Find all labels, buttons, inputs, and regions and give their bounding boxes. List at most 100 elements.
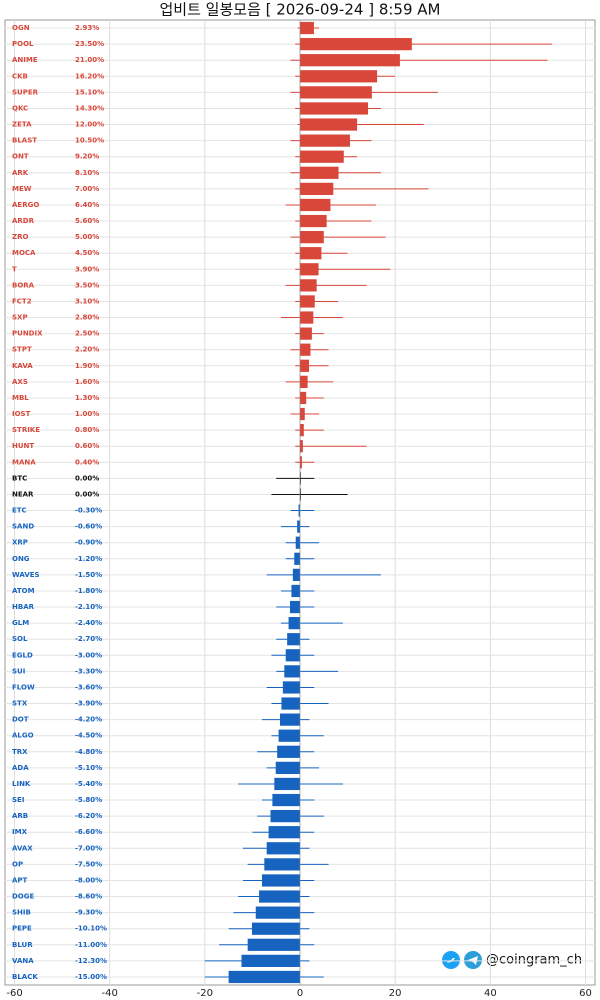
bar [287, 633, 300, 646]
change-label: 2.50% [75, 330, 99, 338]
bar [300, 375, 308, 388]
bar [264, 858, 300, 871]
ticker-name: STRIKE [12, 426, 40, 434]
ticker-name: SOL [12, 635, 28, 643]
bar [300, 440, 303, 453]
bar [241, 954, 300, 967]
ticker-name: ALGO [12, 732, 34, 740]
ticker-name: ANIME [12, 56, 38, 64]
bar [280, 713, 300, 726]
ticker-name: NEAR [12, 490, 34, 498]
ticker-name: AXS [12, 378, 28, 386]
change-label: 10.50% [75, 137, 104, 145]
change-label: 1.00% [75, 410, 99, 418]
ticker-name: ZRO [12, 233, 28, 241]
change-label: 21.00% [75, 56, 104, 64]
ticker-name: ETC [12, 507, 27, 515]
change-label: 9.20% [75, 153, 99, 161]
ticker-name: OGN [12, 24, 30, 32]
ticker-name: ADA [12, 764, 29, 772]
bar [300, 343, 311, 356]
twitter-icon [442, 951, 460, 969]
bar [300, 424, 304, 437]
change-label: 23.50% [75, 40, 104, 48]
ticker-name: ATOM [12, 587, 35, 595]
change-label: -3.90% [75, 700, 102, 708]
bar [268, 826, 300, 839]
ticker-name: ONG [12, 555, 30, 563]
x-tick-label: 0 [297, 988, 303, 999]
x-tick-label: 40 [484, 988, 497, 999]
change-label: -3.60% [75, 683, 102, 691]
bar [300, 247, 322, 260]
bar [300, 359, 310, 372]
watermark-text: @coingram_ch [486, 953, 582, 968]
change-label: -0.60% [75, 523, 102, 531]
change-label: -7.00% [75, 844, 102, 852]
ticker-name: IOST [12, 410, 31, 418]
bar [300, 182, 334, 195]
ticker-name: FLOW [12, 683, 35, 691]
change-label: 3.10% [75, 297, 99, 305]
change-label: -4.20% [75, 716, 102, 724]
bar [292, 568, 300, 581]
bar [300, 263, 319, 276]
ticker-name: PUNDIX [12, 330, 43, 338]
ticker-name: BLAST [12, 137, 37, 145]
change-label: 12.00% [75, 121, 104, 129]
ticker-name: SAND [12, 523, 34, 531]
ticker-name: KAVA [12, 362, 33, 370]
bar [300, 295, 315, 308]
bar [282, 681, 300, 694]
ticker-name: BLUR [12, 941, 33, 949]
change-label: -1.20% [75, 555, 102, 563]
ticker-name: FCT2 [12, 297, 32, 305]
ticker-name: XRP [12, 539, 28, 547]
bar [300, 70, 378, 83]
change-label: -4.80% [75, 748, 102, 756]
ticker-name: SUPER [12, 88, 39, 96]
bar [300, 231, 324, 244]
change-label: 1.30% [75, 394, 99, 402]
ticker-name: SUI [12, 667, 25, 675]
bar [247, 938, 300, 951]
change-label: -11.00% [75, 941, 107, 949]
change-label: 2.20% [75, 346, 99, 354]
bar [300, 407, 305, 421]
twitter-bird [446, 958, 455, 963]
x-tick-label: -20 [197, 988, 213, 999]
ticker-name: ONT [12, 153, 29, 161]
bar [300, 86, 372, 99]
ticker-name: ARB [12, 812, 28, 820]
ticker-name: POOL [12, 40, 34, 48]
bar [300, 391, 307, 405]
bar [261, 874, 300, 887]
change-label: -3.00% [75, 651, 102, 659]
bar [300, 456, 302, 469]
change-label: -8.60% [75, 893, 102, 901]
bar [295, 536, 300, 549]
change-label: -4.50% [75, 732, 102, 740]
bar [281, 697, 300, 710]
change-label: -15.00% [75, 973, 107, 981]
change-label: 14.30% [75, 104, 104, 112]
change-label: -5.40% [75, 780, 102, 788]
ticker-name: SXP [12, 314, 28, 322]
change-label: 1.60% [75, 378, 99, 386]
change-label: 3.90% [75, 265, 99, 273]
ticker-name: QKC [12, 104, 28, 112]
x-tick-label: 60 [579, 988, 592, 999]
change-label: -2.70% [75, 635, 102, 643]
change-label: -5.10% [75, 764, 102, 772]
change-label: 0.00% [75, 490, 99, 498]
x-tick-label: -40 [102, 988, 118, 999]
ticker-name: DOT [12, 716, 29, 724]
x-tick-label: 20 [389, 988, 402, 999]
bar [298, 504, 300, 517]
bar [259, 890, 300, 903]
change-label: 6.40% [75, 201, 99, 209]
change-label: -1.50% [75, 571, 102, 579]
ticker-name: AVAX [12, 844, 33, 852]
ticker-name: STX [12, 700, 28, 708]
